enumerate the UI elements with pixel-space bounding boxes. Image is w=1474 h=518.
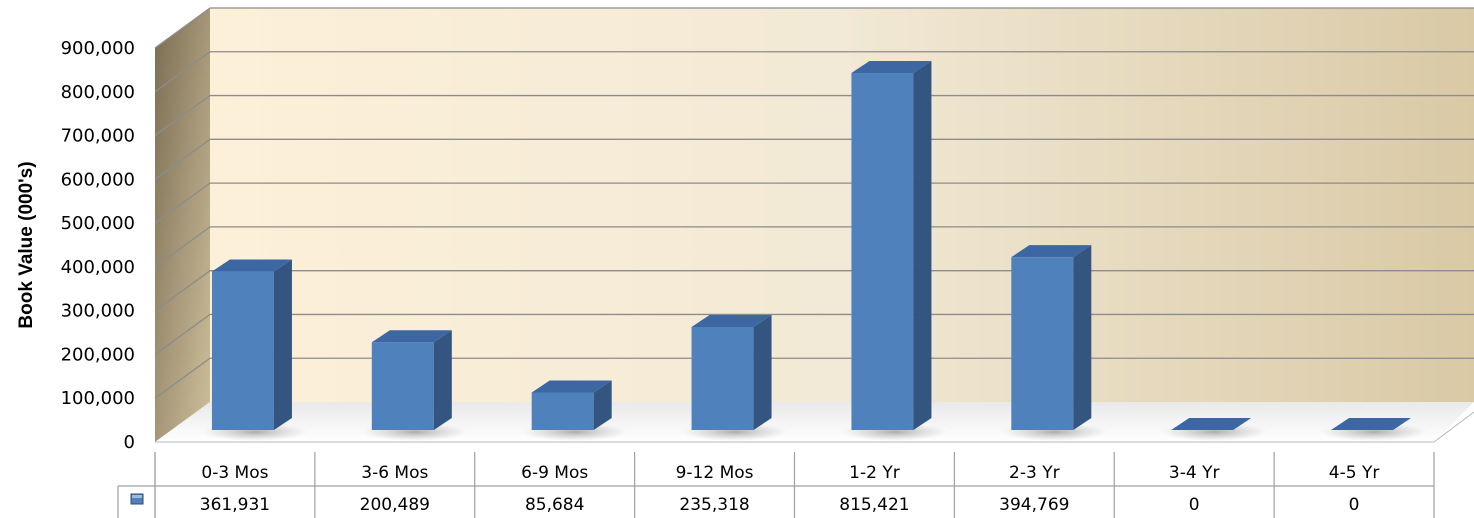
bar-front — [531, 392, 594, 430]
legend-key-icon — [130, 493, 144, 505]
bar-front — [371, 342, 434, 430]
y-tick-label: 200,000 — [61, 344, 135, 365]
table-value-cell: 361,931 — [200, 495, 270, 515]
bar-top — [1331, 418, 1412, 430]
bar-top — [1011, 245, 1092, 258]
bar-top — [691, 314, 772, 327]
legend-key-highlight — [132, 495, 142, 498]
table-value-cell: 394,769 — [999, 495, 1069, 515]
gridline — [154, 7, 1474, 49]
x-tick-label: 2-3 Yr — [1009, 463, 1060, 483]
x-tick-label: 0-3 Mos — [201, 463, 268, 483]
bar-side — [593, 380, 612, 430]
bar-3-6-mos — [361, 330, 468, 441]
bar-top — [371, 330, 452, 343]
x-tick-label: 3-4 Yr — [1169, 463, 1220, 483]
y-tick-label: 100,000 — [61, 388, 135, 409]
table-value-cell: 0 — [1189, 495, 1200, 515]
bar-side — [913, 61, 932, 431]
y-tick-label: 500,000 — [61, 213, 135, 234]
bar-4-5-yr — [1321, 418, 1428, 441]
side-wall — [155, 8, 210, 442]
x-tick-label: 1-2 Yr — [849, 463, 900, 483]
bar-front — [1011, 257, 1074, 430]
bar-top — [211, 259, 292, 272]
bar-1-2-yr — [841, 61, 948, 441]
gridline — [154, 51, 1474, 93]
bar-front — [851, 73, 914, 431]
bar-side — [273, 259, 292, 430]
table-value-cell: 200,489 — [360, 495, 430, 515]
bar-top — [531, 380, 612, 393]
y-tick-label: 700,000 — [61, 126, 135, 147]
gridline — [154, 138, 1474, 180]
bar-front — [691, 326, 754, 430]
y-tick-label: 300,000 — [61, 301, 135, 322]
y-tick-label: 900,000 — [61, 38, 135, 59]
bar-side — [753, 314, 772, 430]
bar-9-12-mos — [681, 314, 788, 441]
bar-2-3-yr — [1001, 245, 1108, 441]
x-tick-label: 9-12 Mos — [676, 463, 754, 483]
table-value-cell: 815,421 — [839, 495, 909, 515]
x-tick-label: 4-5 Yr — [1329, 463, 1380, 483]
bar-side — [1073, 245, 1092, 430]
floor — [155, 402, 1474, 442]
floor-edge — [155, 411, 1474, 443]
table-value-cell: 0 — [1349, 495, 1360, 515]
gridline — [154, 94, 1474, 137]
bar-6-9-mos — [521, 380, 628, 441]
y-tick-label: 800,000 — [61, 82, 135, 103]
back-wall — [210, 8, 1474, 402]
x-tick-label: 6-9 Mos — [521, 463, 588, 483]
bar-front — [211, 271, 274, 430]
y-axis-label: Book Value (000's) — [16, 161, 37, 328]
gridline — [154, 226, 1474, 268]
y-tick-label: 600,000 — [61, 169, 135, 190]
bar-side — [433, 330, 452, 430]
bar-3-4-yr — [1161, 418, 1268, 441]
gridline — [154, 182, 1474, 224]
y-tick-label: 400,000 — [61, 257, 135, 278]
y-tick-label: 0 — [124, 432, 135, 453]
table-value-cell: 85,684 — [525, 495, 584, 515]
bar-top — [851, 61, 932, 74]
bar-0-3-mos — [201, 259, 308, 441]
table-value-cell: 235,318 — [679, 495, 749, 515]
x-tick-label: 3-6 Mos — [361, 463, 428, 483]
bar-top — [1171, 418, 1252, 430]
